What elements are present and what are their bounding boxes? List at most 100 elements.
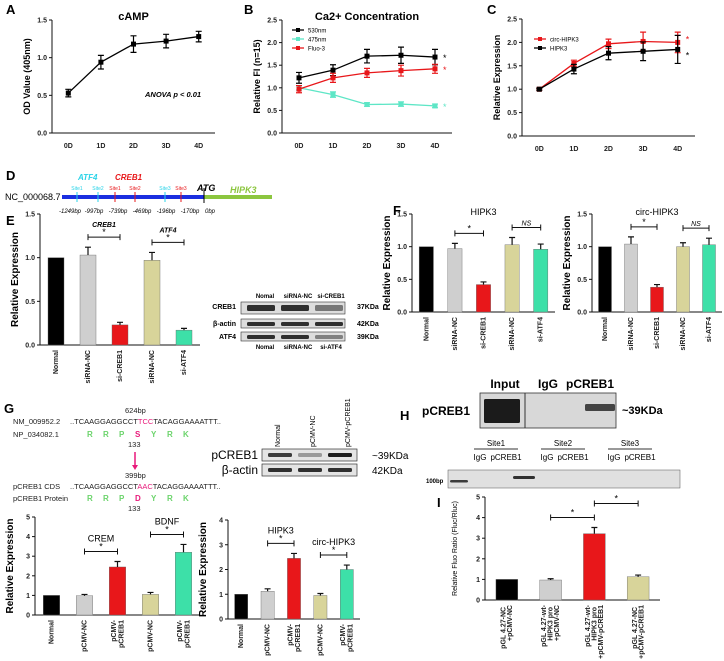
x-tick-label: 0D xyxy=(535,146,544,153)
x-tick-label: 3D xyxy=(162,143,171,150)
site-header: Site2 xyxy=(554,439,573,448)
chart-e: 0.0 0.5 1.0 1.5 Relative Expression Normal siR… xyxy=(10,212,200,383)
significance-mark: * xyxy=(686,34,690,44)
error-bar xyxy=(680,242,686,247)
error-bar xyxy=(117,321,123,325)
y-tick-label: 1.5 xyxy=(25,212,35,219)
x-tick-label: si-ATF4 xyxy=(181,350,188,375)
promoter-diagram: NC_000068.7 ATF4 CREB1 ATG HIPK3 0bp Sit… xyxy=(5,173,272,215)
legend-marker xyxy=(296,28,300,32)
bar xyxy=(626,576,650,601)
significance-mark: * xyxy=(642,217,646,227)
y-axis-label: Relative Expression xyxy=(492,35,502,121)
chart-title: cAMP xyxy=(118,11,149,23)
y-tick-label: 0.5 xyxy=(397,277,407,284)
chart-i: 0 1 2 3 4 5 Relative Fluo Ratio (Fluc/Rluc) pGL… xyxy=(452,493,660,659)
x-tick-label: pGL 4.27-NC +pCMV-pCREB1 xyxy=(632,605,646,659)
lane-label: pCREB1 xyxy=(624,453,656,462)
error-bar xyxy=(291,552,297,559)
x-tick-label: siRNA-NC xyxy=(85,350,92,383)
blot-row-label: β-actin xyxy=(213,321,236,328)
significance-bracket xyxy=(454,230,484,237)
site-label: Site1 xyxy=(71,186,83,192)
y-tick-label: 1.5 xyxy=(577,212,587,219)
panel-label-i: I xyxy=(437,495,441,510)
error-bar xyxy=(343,564,350,570)
significance-bracket xyxy=(319,552,348,559)
data-point xyxy=(330,75,336,81)
panel-label-h: H xyxy=(400,408,409,423)
x-tick-label: siRNA-NC xyxy=(628,317,635,350)
x-tick-label: pCMV-pCREB1 xyxy=(340,623,355,652)
panel-label-c: C xyxy=(487,2,497,17)
site-position: -997bp xyxy=(85,209,104,215)
y-tick-label: 0.5 xyxy=(507,110,517,117)
x-tick-label: 4D xyxy=(431,143,440,150)
error-bar xyxy=(451,242,458,249)
x-tick-label: Normal xyxy=(602,317,609,341)
amino-acid: R xyxy=(87,430,93,439)
data-point xyxy=(364,102,370,108)
bar xyxy=(175,329,193,346)
y-tick-label: 1 xyxy=(476,577,480,584)
x-tick-label: si-CREB1 xyxy=(481,317,488,349)
data-point xyxy=(364,53,370,59)
blot-row-label: β-actin xyxy=(222,463,258,477)
error-bar xyxy=(537,243,544,250)
chart-f1: 0.0 0.5 1.0 1.5 Relative Expression HIPK3 Norm… xyxy=(382,207,555,350)
gene-bar xyxy=(204,195,272,199)
y-tick-label: 1.0 xyxy=(577,244,587,251)
site-label: Site3 xyxy=(175,186,187,192)
site-header: Site1 xyxy=(487,439,506,448)
y-tick-label: 1.0 xyxy=(507,87,517,94)
bar xyxy=(47,257,65,346)
bar xyxy=(287,558,301,620)
panel-label-b: B xyxy=(244,2,253,17)
site-label: Site3 xyxy=(159,186,171,192)
blot-size-label: 42KDa xyxy=(372,466,403,477)
error-bar xyxy=(81,593,88,596)
bracket-label: BDNF xyxy=(155,516,180,526)
significance-mark: * xyxy=(279,533,283,543)
lane-label: pCREB1 xyxy=(490,453,522,462)
y-tick-label: 1.0 xyxy=(25,255,35,262)
significance-mark: * xyxy=(165,524,169,534)
x-tick-label: pGL 4.27-wt-HIPK3 pro +pCMV-NC xyxy=(541,604,561,647)
mprot-pos: 133 xyxy=(128,504,141,513)
y-tick-label: 2 xyxy=(26,573,30,580)
chart-f2: 0.0 0.5 1.0 1.5 Relative Expression circ-HIPK… xyxy=(562,207,722,350)
chart-g1: 0 1 2 3 4 5 Relative Expression Normal pCMV-NC pC… xyxy=(5,515,200,652)
y-tick-label: 1 xyxy=(219,592,223,599)
gel-strip xyxy=(447,469,681,489)
x-tick-label: pCMV-NC xyxy=(82,620,89,652)
x-tick-label: pCMV-NC xyxy=(148,620,155,652)
bar xyxy=(260,591,275,620)
bracket-label: CREM xyxy=(88,533,115,543)
y-tick-label: 0.5 xyxy=(577,277,587,284)
bar xyxy=(504,244,520,313)
site-label: Site2 xyxy=(129,186,141,192)
chart-title: Ca2+ Concentration xyxy=(315,11,419,23)
bar xyxy=(175,552,192,616)
y-tick-label: 0.0 xyxy=(507,134,517,141)
ref-bp: 624bp xyxy=(125,406,146,415)
chart-c: 0.0 0.5 1.0 1.5 2.0 2.5 Relative Expression 0D 1… xyxy=(492,17,695,153)
data-point xyxy=(571,60,577,66)
blot-row-label: CREB1 xyxy=(212,304,236,311)
arrow-head-icon xyxy=(132,465,138,470)
panel-label-d: D xyxy=(6,168,15,183)
y-tick-label: 4 xyxy=(219,518,223,525)
blot-band xyxy=(328,453,352,457)
lane-label: IgG xyxy=(538,377,558,391)
significance-mark: * xyxy=(443,53,447,63)
y-tick-label: 2 xyxy=(476,556,480,563)
data-point xyxy=(330,92,336,98)
y-axis-label: Relative Fluo Ratio (Fluc/Rluc) xyxy=(452,501,459,596)
x-tick-label: pCMV-NC xyxy=(317,624,324,656)
amino-acid: P xyxy=(119,494,125,503)
ref-seq: ..TCAAGGAGGCCTTCCTACAGGAAAATTT.. xyxy=(70,417,221,426)
x-tick-label: siRNA-NC xyxy=(509,317,516,350)
y-tick-label: 2.0 xyxy=(507,40,517,47)
x-tick-label: 2D xyxy=(604,146,613,153)
